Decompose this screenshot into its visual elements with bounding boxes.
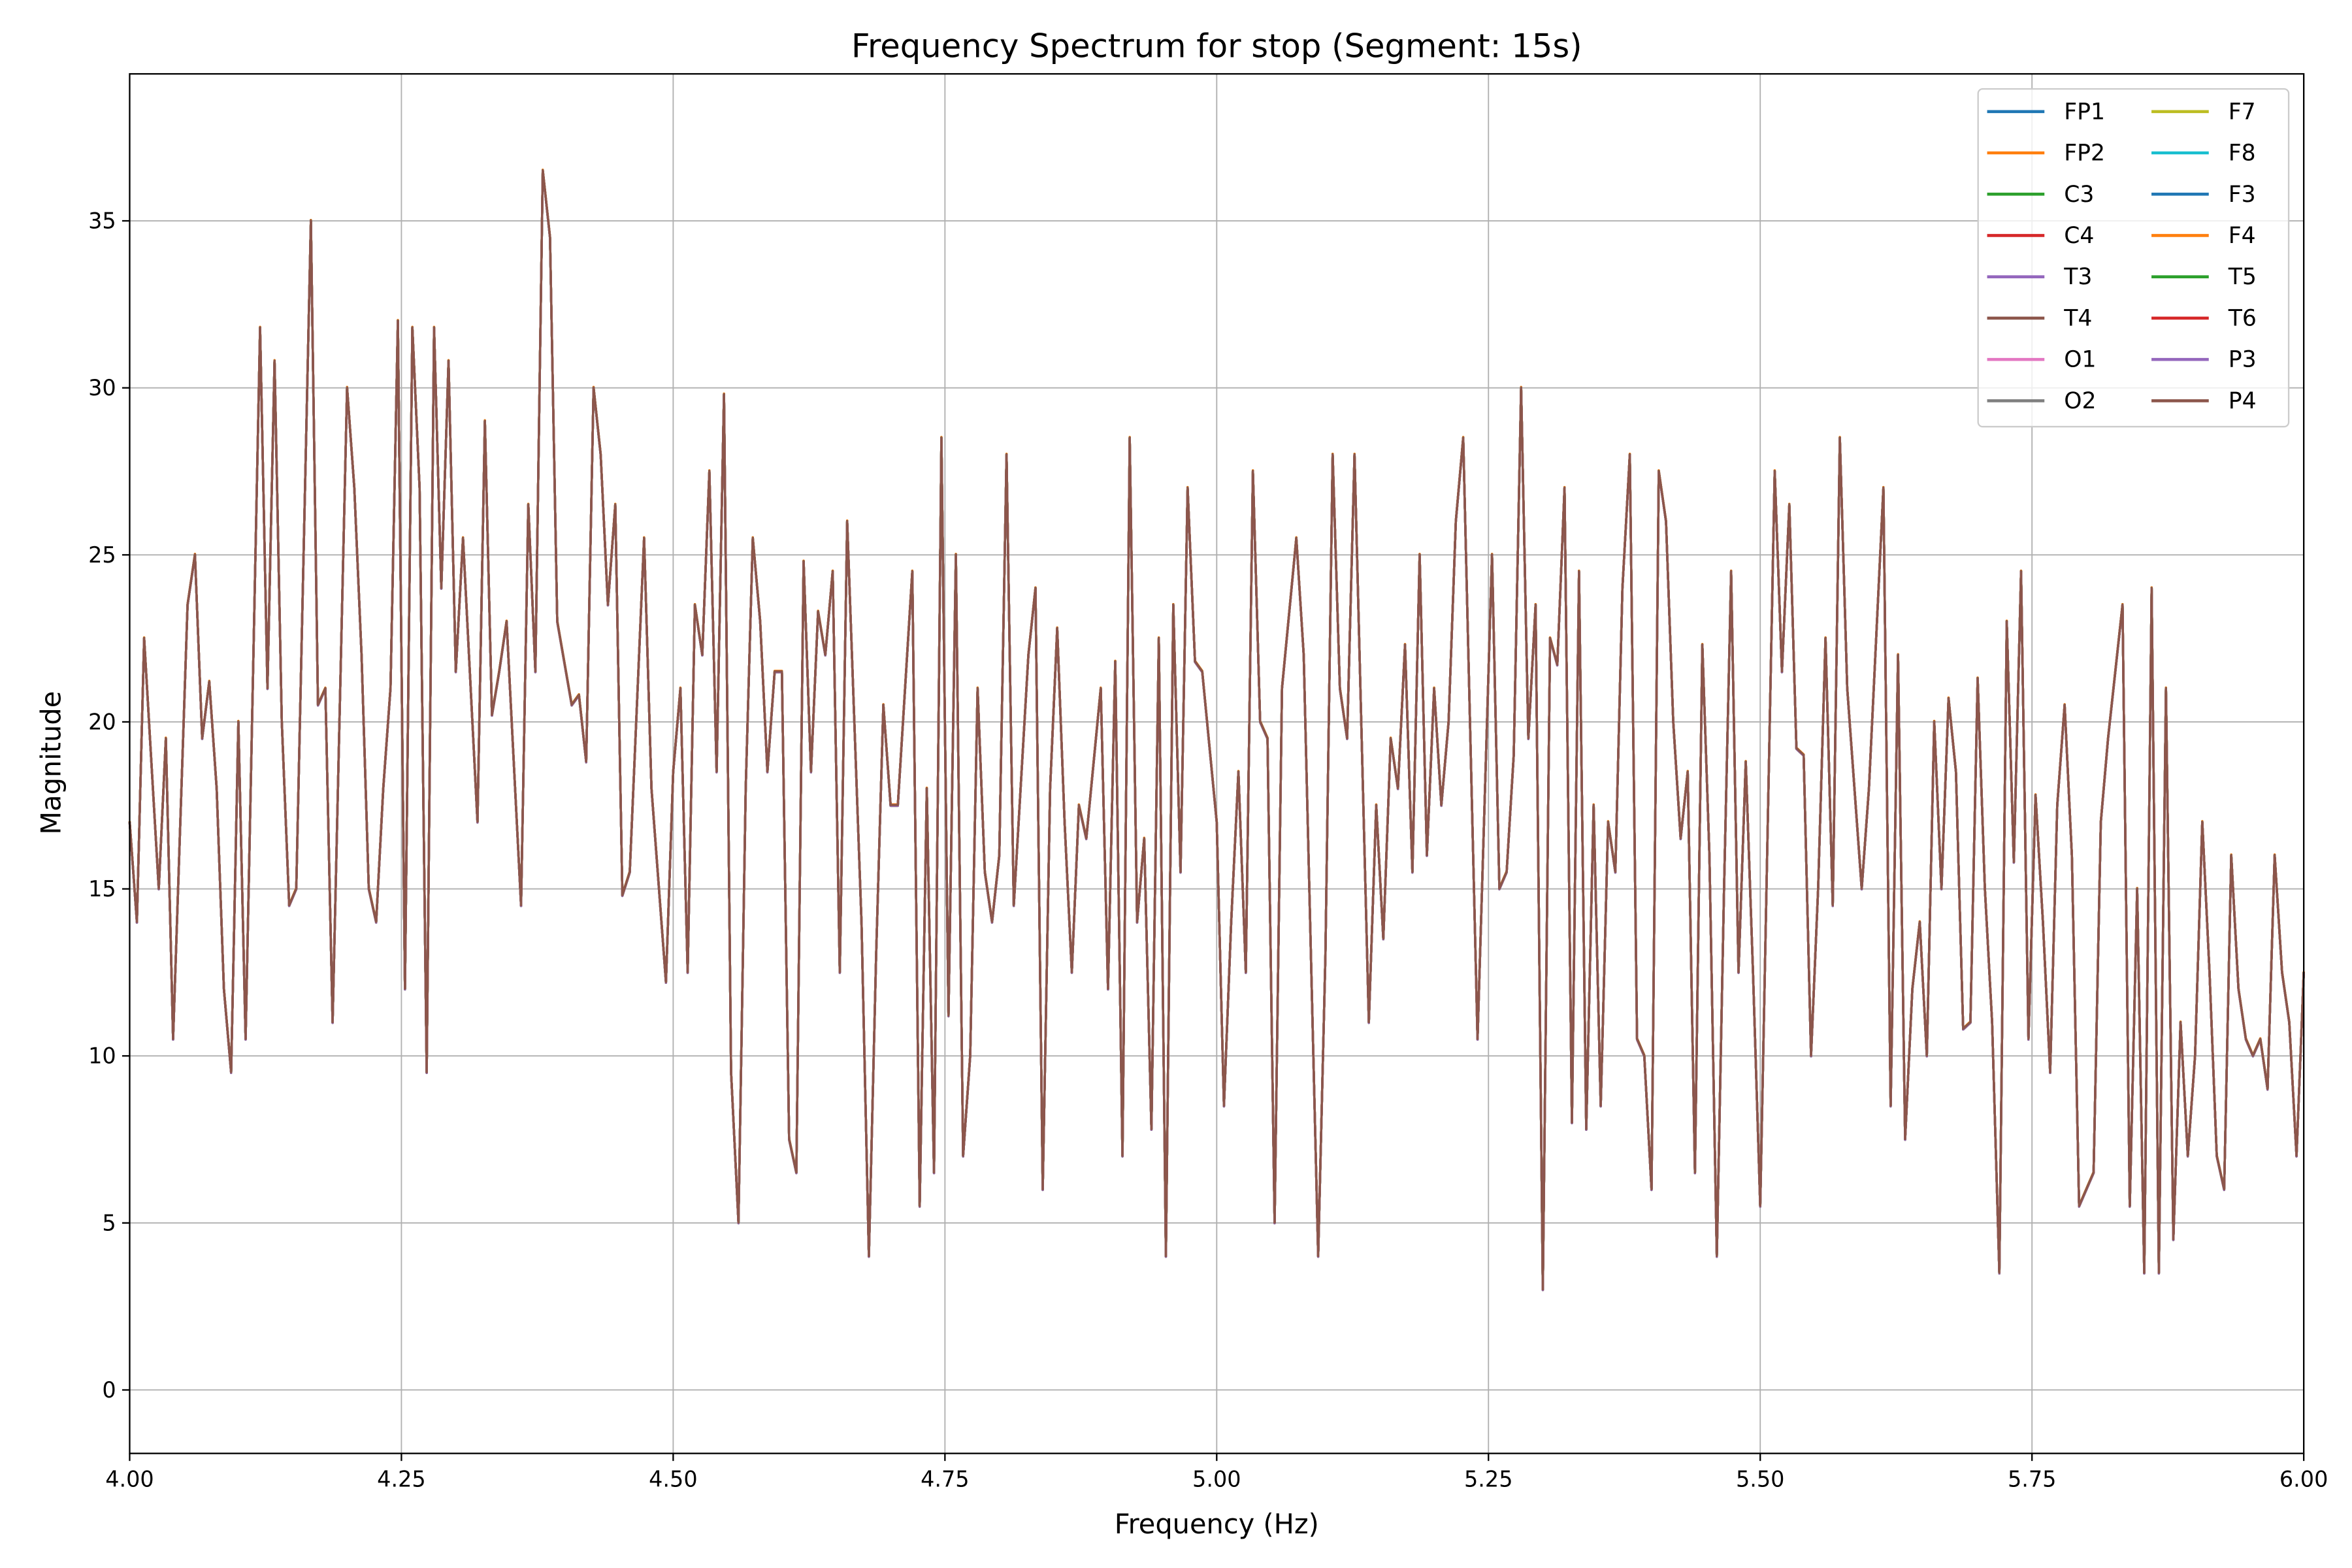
y-tick-label: 15 [88, 876, 116, 902]
x-tick-label: 6.00 [2279, 1466, 2328, 1492]
y-tick-label: 0 [102, 1377, 116, 1403]
legend-entry-t3: T3 [1987, 264, 2092, 290]
y-tick-label: 35 [88, 208, 116, 234]
legend-label: T6 [2228, 305, 2257, 331]
x-tick-label: 4.75 [921, 1466, 970, 1492]
x-tick-label: 5.00 [1192, 1466, 1241, 1492]
legend-entry-t5: T5 [2151, 264, 2257, 290]
y-tick-label: 25 [88, 542, 116, 568]
legend-entry-f3: F3 [2151, 182, 2256, 208]
legend-frame [1977, 88, 2290, 428]
legend-entry-c3: C3 [1987, 182, 2094, 208]
legend-entry-t6: T6 [2151, 305, 2257, 331]
x-axis-label: Frequency (Hz) [1115, 1508, 1319, 1540]
x-tick-label: 4.00 [105, 1466, 154, 1492]
legend-label: F3 [2229, 182, 2256, 208]
legend-label: F4 [2229, 223, 2256, 249]
legend-label: F7 [2229, 99, 2256, 125]
legend-label: P4 [2229, 388, 2257, 414]
legend-label: T5 [2228, 264, 2257, 290]
legend-label: O2 [2064, 388, 2096, 414]
legend-entry-o2: O2 [1987, 388, 2096, 414]
legend-entry-p3: P3 [2151, 347, 2257, 373]
chart-title: Frequency Spectrum for stop (Segment: 15… [851, 27, 1582, 65]
legend-label: C3 [2064, 182, 2094, 208]
legend-label: C4 [2064, 223, 2094, 249]
axis-ticks: 4.00 4.25 4.50 4.75 5.00 5.25 5.50 5.75 6.00 0 5 10… [88, 208, 2328, 1492]
legend-entry-f4: F4 [2151, 223, 2256, 249]
legend-label: T4 [2063, 305, 2092, 331]
legend: FP1 FP2 C3 C4 T3 T4 O1 O2 F7 F8 F3 F4 T5 T6 P3 P4 [1977, 88, 2290, 428]
y-tick-label: 30 [88, 375, 116, 400]
y-tick-label: 10 [88, 1043, 116, 1069]
legend-label: P3 [2229, 347, 2257, 373]
legend-label: O1 [2064, 347, 2096, 373]
y-tick-label: 20 [88, 709, 116, 734]
x-tick-label: 5.50 [1736, 1466, 1785, 1492]
legend-label: F8 [2229, 140, 2256, 167]
legend-entry-p4: P4 [2151, 388, 2257, 414]
y-tick-label: 5 [102, 1210, 116, 1235]
legend-entry-fp2: FP2 [1987, 140, 2105, 167]
legend-entry-c4: C4 [1987, 223, 2094, 249]
legend-label: FP2 [2064, 140, 2105, 167]
x-tick-label: 4.25 [377, 1466, 426, 1492]
y-axis-label: Magnitude [35, 691, 67, 835]
x-tick-label: 5.75 [2008, 1466, 2057, 1492]
legend-entry-fp1: FP1 [1987, 99, 2105, 125]
plot-lines [128, 169, 2305, 1292]
x-tick-label: 4.50 [649, 1466, 698, 1492]
legend-label: FP1 [2064, 99, 2105, 125]
legend-entry-o1: O1 [1987, 347, 2096, 373]
legend-label: T3 [2063, 264, 2092, 290]
x-tick-label: 5.25 [1464, 1466, 1513, 1492]
series-line-p4 [128, 169, 2305, 1291]
legend-entry-f7: F7 [2151, 99, 2256, 125]
legend-entry-t4: T4 [1987, 305, 2092, 331]
legend-entry-f8: F8 [2151, 140, 2256, 167]
